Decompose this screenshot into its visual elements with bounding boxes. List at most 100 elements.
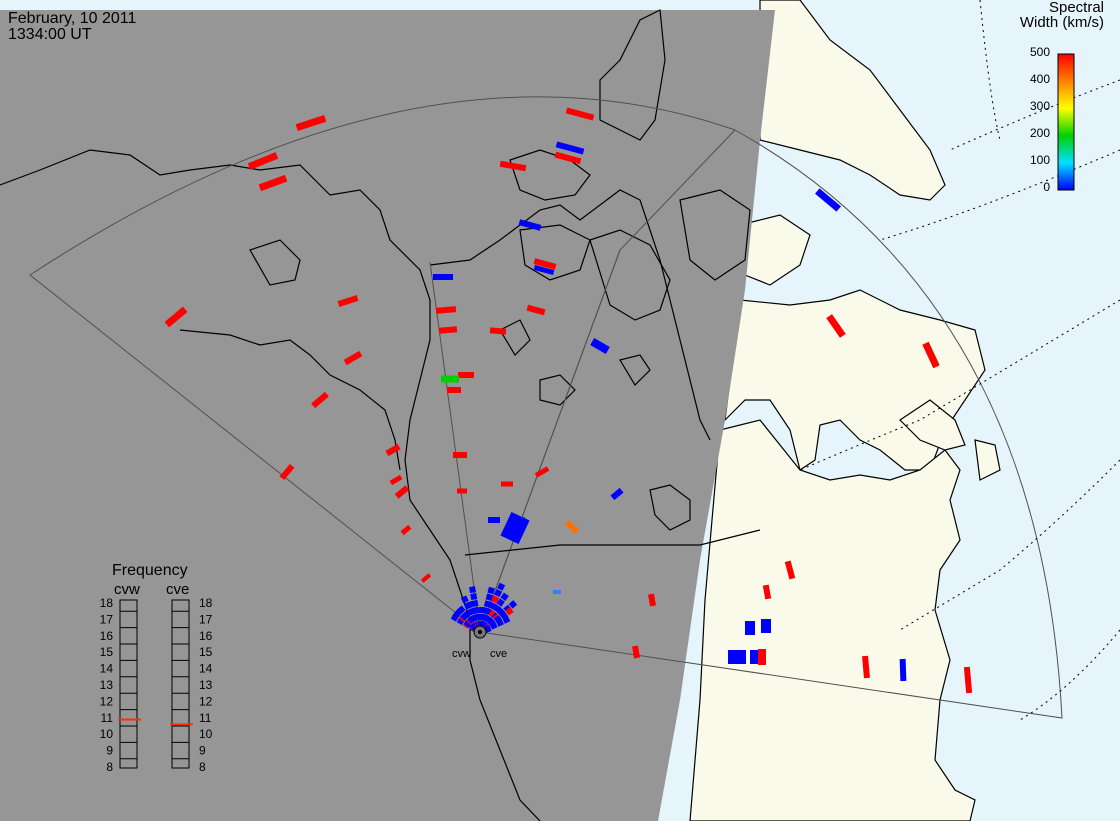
echo-cell <box>500 592 509 601</box>
frequency-tick-left: 10 <box>100 727 114 741</box>
echo-cell <box>247 152 279 170</box>
frequency-tick-right: 18 <box>199 596 213 610</box>
echo-cell <box>485 593 493 601</box>
frequency-tick-right: 8 <box>199 760 206 774</box>
frequency-tick-left: 16 <box>100 629 114 643</box>
echo-cell <box>590 338 610 354</box>
echo-cell <box>565 107 595 121</box>
echo-cell <box>553 590 561 594</box>
frequency-tick-left: 9 <box>106 744 113 758</box>
sw-tick-100: 100 <box>1030 153 1050 167</box>
echo-cell <box>385 443 401 457</box>
frequency-tick-right: 16 <box>199 629 213 643</box>
frequency-box-cve <box>171 599 190 769</box>
echo-cell <box>555 141 585 155</box>
frequency-tick-right: 13 <box>199 678 213 692</box>
echo-cell <box>279 463 295 481</box>
echo-cell <box>497 582 506 591</box>
spectral-colorbar: 500 400 300 200 100 0 <box>1030 45 1075 194</box>
frequency-tick-left: 12 <box>100 694 114 708</box>
frequency-tick-left: 13 <box>100 678 114 692</box>
night-region <box>0 10 775 821</box>
echo-cell <box>433 274 453 280</box>
sw-tick-200: 200 <box>1030 126 1050 140</box>
echo-cell <box>343 350 363 366</box>
frequency-box-cvw <box>119 599 138 769</box>
radar-site-dot <box>478 630 482 634</box>
echo-cell <box>505 607 514 616</box>
echo-cell <box>761 619 771 633</box>
day-land <box>689 0 1001 821</box>
date-label: February, 10 2011 <box>8 10 137 27</box>
echo-cell <box>745 621 755 635</box>
echo-cell <box>526 304 546 316</box>
echo-cell <box>632 645 640 659</box>
echo-cell <box>460 595 469 604</box>
frequency-tick-left: 8 <box>106 760 113 774</box>
frequency-tick-left: 17 <box>100 612 114 626</box>
frequency-tick-right: 11 <box>199 711 212 725</box>
latitude-circles <box>799 0 1120 721</box>
spectral-title-line2: Width (km/s) <box>1019 14 1104 31</box>
frequency-tick-right: 10 <box>199 727 213 741</box>
echo-cell <box>489 621 498 630</box>
echo-cell <box>750 650 760 664</box>
echo-cell <box>534 466 550 478</box>
echo-cell <box>922 341 940 369</box>
frequency-tick-right: 12 <box>199 694 213 708</box>
frequency-tick-left: 11 <box>101 711 114 725</box>
frequency-tick-left: 15 <box>100 645 114 659</box>
echo-cell <box>495 618 504 627</box>
echo-cell <box>784 560 796 580</box>
echo-cell <box>441 375 459 383</box>
echo-cell <box>500 511 530 545</box>
echo-cell <box>533 264 555 276</box>
echo-cell <box>394 485 410 499</box>
echo-cell <box>499 160 527 172</box>
echo-cell <box>295 115 327 131</box>
echo-cell <box>610 487 624 501</box>
echo-cell <box>471 599 479 607</box>
echo-cell <box>472 606 480 614</box>
sw-tick-0: 0 <box>1043 180 1050 194</box>
night-coastlines <box>0 9 751 821</box>
frequency-panel: Frequency cvw cve 18 18 17 17 16 16 15 15 14 14 13… <box>100 562 213 774</box>
frequency-tick-left: 14 <box>100 662 114 676</box>
echo-cell <box>447 387 461 393</box>
echo-cell <box>648 593 656 607</box>
echo-cell <box>164 306 188 328</box>
frequency-tick-right: 14 <box>199 662 213 676</box>
echo-cell <box>491 595 500 604</box>
echo-cell <box>400 524 412 536</box>
echo-cell <box>258 174 288 192</box>
echo-cell <box>488 517 500 523</box>
radar-label-cve: cve <box>490 648 507 660</box>
echo-cell <box>438 326 458 334</box>
echo-cell <box>533 258 557 270</box>
echo-cell <box>457 605 466 615</box>
echo-cell <box>458 372 474 378</box>
echo-cell <box>435 306 457 314</box>
echo-cell <box>420 573 432 583</box>
echo-cell <box>502 615 511 624</box>
echo-cell <box>494 589 503 598</box>
frequency-tick-right: 9 <box>199 744 206 758</box>
echo-cell <box>453 452 467 458</box>
echo-cell <box>501 481 513 487</box>
sw-tick-300: 300 <box>1030 99 1050 113</box>
echo-cell <box>489 327 507 335</box>
echo-cell <box>826 314 846 338</box>
echo-cell <box>564 520 580 534</box>
frequency-tick-left: 18 <box>100 596 114 610</box>
echo-cell <box>815 188 841 212</box>
frequency-tick-right: 15 <box>199 645 213 659</box>
frequency-label-cve: cve <box>166 581 189 598</box>
echo-cell <box>762 584 772 600</box>
field-of-view <box>29 96 1063 719</box>
echo-cell <box>457 488 467 494</box>
frequency-title: Frequency <box>112 562 188 579</box>
echo-cells <box>164 107 973 694</box>
echo-cell <box>389 474 403 486</box>
echo-cell <box>758 649 766 665</box>
